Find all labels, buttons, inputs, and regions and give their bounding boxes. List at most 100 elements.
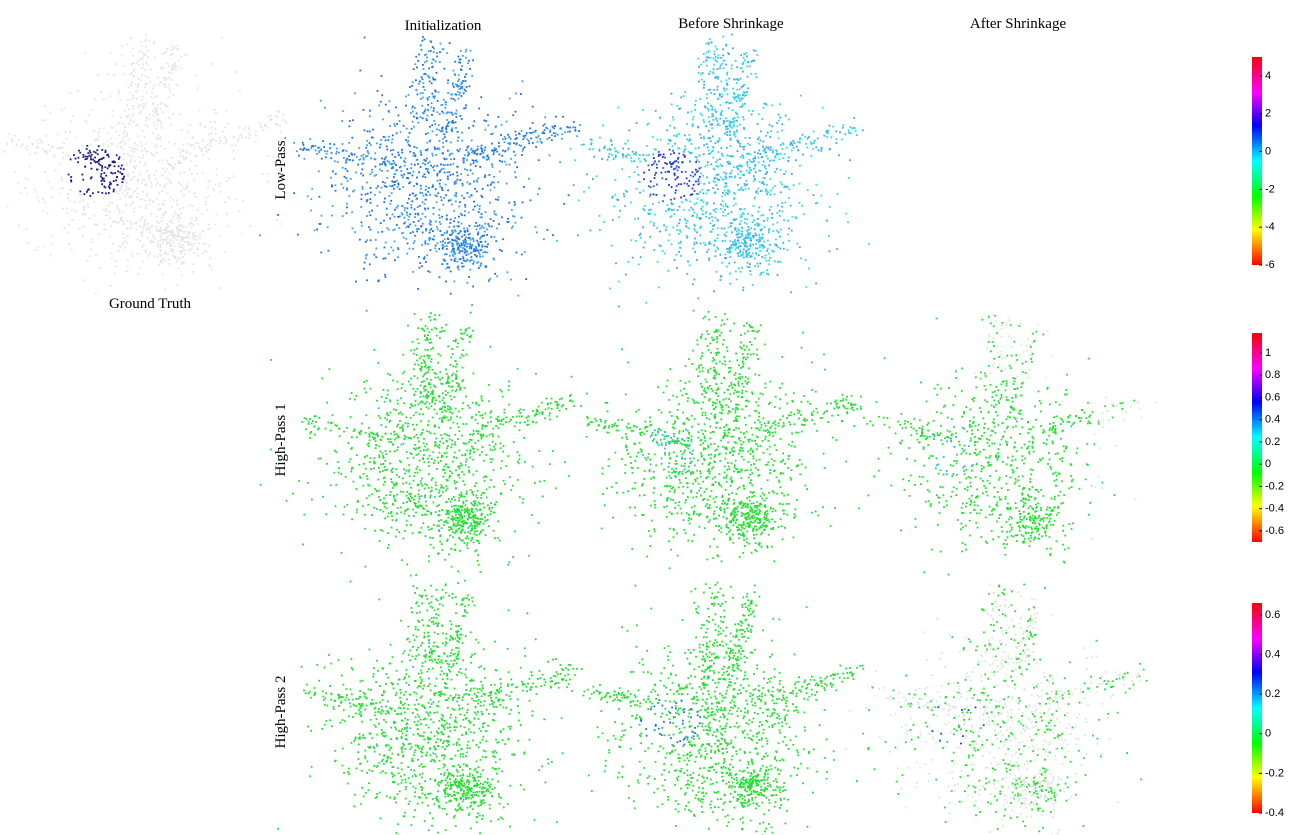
point xyxy=(165,227,168,230)
point xyxy=(262,129,265,131)
point xyxy=(615,262,617,265)
point xyxy=(482,152,485,154)
point xyxy=(341,166,344,169)
point xyxy=(569,130,571,133)
point xyxy=(412,170,415,173)
point xyxy=(174,69,177,71)
point xyxy=(49,149,51,152)
point xyxy=(719,163,722,166)
point xyxy=(595,175,598,178)
point xyxy=(645,301,648,304)
point xyxy=(469,239,472,241)
point xyxy=(745,52,748,55)
point xyxy=(428,222,431,225)
point xyxy=(169,245,172,247)
point xyxy=(319,99,322,102)
point xyxy=(409,86,411,88)
point xyxy=(310,209,312,212)
point xyxy=(149,252,151,255)
point xyxy=(127,174,130,177)
point xyxy=(36,197,39,199)
point xyxy=(453,280,456,283)
point xyxy=(178,215,180,217)
point xyxy=(125,269,128,272)
point xyxy=(386,418,388,421)
point xyxy=(197,254,199,257)
point xyxy=(189,204,191,207)
point xyxy=(631,256,634,259)
point xyxy=(307,148,310,151)
point xyxy=(760,228,763,230)
point xyxy=(465,104,467,107)
point xyxy=(145,91,148,94)
point xyxy=(495,198,497,201)
point xyxy=(785,146,788,149)
point xyxy=(329,429,332,432)
point xyxy=(518,144,521,146)
scatter-panels xyxy=(3,25,1158,835)
point xyxy=(408,215,411,218)
point xyxy=(703,137,705,140)
point xyxy=(394,156,397,158)
point xyxy=(421,231,424,234)
point xyxy=(181,150,184,152)
point xyxy=(446,237,449,240)
point xyxy=(634,151,637,154)
point xyxy=(749,153,752,156)
point xyxy=(673,168,676,170)
point xyxy=(447,408,449,411)
point xyxy=(425,443,428,446)
point xyxy=(116,176,118,179)
point xyxy=(107,204,110,207)
point xyxy=(437,124,440,126)
point xyxy=(523,146,526,149)
point xyxy=(50,242,53,245)
point xyxy=(678,152,681,155)
point xyxy=(450,128,453,131)
point xyxy=(482,434,485,437)
point xyxy=(310,422,313,425)
point xyxy=(441,127,443,130)
point xyxy=(136,253,139,255)
point xyxy=(847,221,849,224)
point xyxy=(588,148,591,151)
point xyxy=(666,204,669,207)
point xyxy=(788,188,791,191)
point xyxy=(361,163,364,165)
point xyxy=(742,61,745,64)
point xyxy=(178,217,181,220)
point xyxy=(676,267,678,269)
point xyxy=(518,415,521,418)
point xyxy=(806,137,809,140)
point xyxy=(98,233,101,235)
point xyxy=(380,424,383,426)
point xyxy=(484,211,487,213)
point xyxy=(469,433,471,436)
point xyxy=(320,148,323,151)
point xyxy=(380,395,383,398)
point xyxy=(458,58,461,61)
point xyxy=(684,148,687,151)
point xyxy=(129,37,132,40)
point xyxy=(94,139,97,142)
point xyxy=(259,125,262,128)
point xyxy=(471,434,474,436)
point xyxy=(483,119,486,122)
point xyxy=(72,219,75,222)
point xyxy=(643,178,645,181)
point xyxy=(455,115,458,118)
point xyxy=(740,254,743,256)
point xyxy=(457,136,460,139)
point xyxy=(124,126,127,128)
point xyxy=(456,236,458,239)
point xyxy=(589,138,592,141)
point xyxy=(129,120,132,122)
point xyxy=(776,229,778,232)
point xyxy=(736,113,739,116)
point xyxy=(664,228,667,231)
point xyxy=(431,401,434,403)
point xyxy=(515,142,518,145)
point xyxy=(518,496,521,499)
point xyxy=(457,242,459,244)
point xyxy=(226,213,228,216)
